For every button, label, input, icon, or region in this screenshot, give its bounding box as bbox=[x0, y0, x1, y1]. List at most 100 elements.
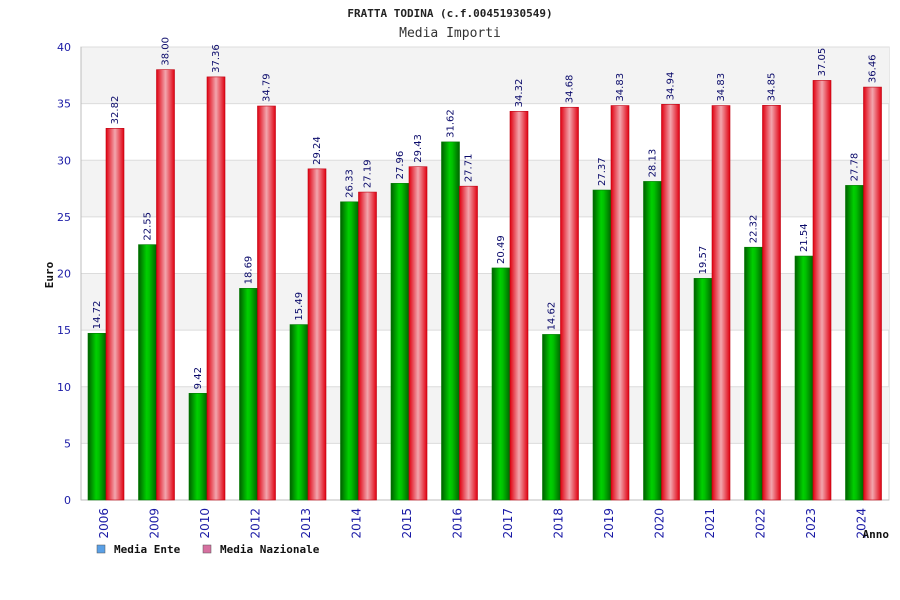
x-tick-label-2019: 2019 bbox=[602, 508, 616, 539]
x-tick-label-2015: 2015 bbox=[400, 508, 414, 539]
value-label-ente-2024: 27.78 bbox=[850, 153, 861, 182]
bar-nazionale-2012 bbox=[257, 105, 276, 501]
value-label-nazionale-2016: 27.71 bbox=[464, 154, 475, 183]
x-tick-label-2018: 2018 bbox=[552, 508, 566, 539]
value-labels: 14.72 32.82 22.55 38.00 9.42 37.36 18.69 34.79 1… bbox=[92, 37, 879, 389]
bar-ente-2023 bbox=[794, 255, 814, 501]
bar-ente-2014 bbox=[340, 201, 359, 501]
bar-nazionale-2019 bbox=[610, 105, 630, 501]
value-label-nazionale-2020: 34.94 bbox=[666, 72, 677, 101]
bar-ente-2010 bbox=[188, 393, 208, 501]
bar-nazionale-2024 bbox=[863, 86, 882, 501]
bar-ente-2020 bbox=[643, 181, 662, 501]
legend-swatch-ente bbox=[96, 544, 106, 554]
bar-ente-2006 bbox=[87, 332, 107, 501]
legend: Media Ente Media Nazionale bbox=[96, 543, 320, 556]
x-tick-label-2006: 2006 bbox=[97, 508, 111, 539]
y-tick-label: 30 bbox=[57, 154, 71, 167]
x-tick-label-2017: 2017 bbox=[501, 508, 515, 539]
bar-nazionale-2015 bbox=[408, 166, 428, 501]
value-label-nazionale-2017: 34.32 bbox=[514, 79, 525, 108]
value-label-ente-2015: 27.96 bbox=[395, 151, 406, 180]
bar-ente-2009 bbox=[138, 244, 157, 501]
y-tick-label: 40 bbox=[57, 41, 71, 54]
bar-ente-2016 bbox=[441, 141, 460, 501]
bar-nazionale-2023 bbox=[812, 80, 832, 501]
x-tick-label-2021: 2021 bbox=[703, 508, 717, 539]
bar-nazionale-2014 bbox=[358, 191, 377, 501]
value-label-nazionale-2009: 38.00 bbox=[161, 37, 172, 66]
value-label-ente-2021: 19.57 bbox=[698, 246, 709, 275]
legend-label-nazionale: Media Nazionale bbox=[220, 543, 320, 556]
y-tick-label: 15 bbox=[57, 324, 71, 337]
bar-nazionale-2016 bbox=[459, 185, 478, 501]
value-label-nazionale-2006: 32.82 bbox=[110, 96, 121, 125]
y-tick-label: 25 bbox=[57, 211, 71, 224]
bar-ente-2013 bbox=[289, 324, 309, 501]
x-tick-label-2016: 2016 bbox=[451, 508, 465, 539]
chart-subtitle: Media Importi bbox=[399, 26, 501, 41]
value-label-ente-2014: 26.33 bbox=[345, 169, 356, 198]
bar-nazionale-2022 bbox=[762, 105, 781, 501]
value-label-ente-2018: 14.62 bbox=[547, 302, 558, 331]
bar-ente-2012 bbox=[239, 288, 258, 501]
value-label-nazionale-2022: 34.85 bbox=[767, 73, 778, 102]
value-label-ente-2009: 22.55 bbox=[143, 212, 154, 241]
bar-ente-2024 bbox=[845, 185, 864, 501]
value-label-ente-2013: 15.49 bbox=[294, 292, 305, 321]
bar-nazionale-2018 bbox=[560, 106, 579, 501]
bar-nazionale-2013 bbox=[307, 168, 327, 501]
x-tick-label-2014: 2014 bbox=[350, 508, 364, 539]
x-axis-title: Anno bbox=[863, 528, 890, 541]
value-label-nazionale-2012: 34.79 bbox=[262, 73, 273, 102]
y-axis-ticks: 0 5 10 15 20 25 30 35 40 bbox=[57, 41, 71, 507]
bar-ente-2022 bbox=[744, 246, 763, 501]
value-label-nazionale-2021: 34.83 bbox=[716, 73, 727, 102]
y-tick-label: 20 bbox=[57, 268, 71, 281]
bar-nazionale-2021 bbox=[711, 105, 731, 501]
value-label-nazionale-2023: 37.05 bbox=[817, 48, 828, 77]
x-tick-label-2010: 2010 bbox=[198, 508, 212, 539]
legend-label-ente: Media Ente bbox=[114, 543, 181, 556]
bar-ente-2021 bbox=[693, 278, 713, 501]
legend-swatch-nazionale bbox=[202, 544, 212, 554]
x-tick-label-2020: 2020 bbox=[653, 508, 667, 539]
y-tick-label: 0 bbox=[64, 494, 71, 507]
bar-ente-2015 bbox=[390, 183, 410, 501]
y-axis-title: Euro bbox=[43, 261, 56, 288]
value-label-ente-2019: 27.37 bbox=[597, 157, 608, 186]
value-label-ente-2010: 9.42 bbox=[193, 367, 204, 389]
value-label-nazionale-2014: 27.19 bbox=[363, 159, 374, 188]
value-label-nazionale-2019: 34.83 bbox=[615, 73, 626, 102]
bar-nazionale-2009 bbox=[156, 69, 175, 501]
value-label-nazionale-2015: 29.43 bbox=[413, 134, 424, 163]
x-tick-label-2012: 2012 bbox=[249, 508, 263, 539]
value-label-ente-2016: 31.62 bbox=[446, 109, 457, 138]
x-tick-label-2023: 2023 bbox=[804, 508, 818, 539]
value-label-ente-2006: 14.72 bbox=[92, 301, 103, 330]
bar-nazionale-2017 bbox=[509, 111, 529, 501]
bars bbox=[87, 69, 882, 501]
bar-ente-2017 bbox=[491, 267, 511, 501]
value-label-nazionale-2024: 36.46 bbox=[868, 54, 879, 83]
bar-nazionale-2020 bbox=[661, 104, 680, 501]
value-label-ente-2017: 20.49 bbox=[496, 235, 507, 264]
x-tick-label-2024: 2024 bbox=[855, 508, 869, 539]
value-label-nazionale-2013: 29.24 bbox=[312, 136, 323, 165]
value-label-ente-2023: 21.54 bbox=[799, 223, 810, 252]
y-tick-label: 10 bbox=[57, 381, 71, 394]
bar-ente-2019 bbox=[592, 189, 612, 501]
value-label-ente-2012: 18.69 bbox=[244, 256, 255, 285]
bar-nazionale-2006 bbox=[105, 128, 125, 501]
x-tick-label-2022: 2022 bbox=[754, 508, 768, 539]
value-label-ente-2020: 28.13 bbox=[648, 149, 659, 178]
x-axis-ticks: 2006 2009 2010 2012 2013 2014 2015 2016 2017 2018… bbox=[97, 508, 869, 539]
chart-title: FRATTA TODINA (c.f.00451930549) bbox=[347, 7, 552, 20]
bar-nazionale-2010 bbox=[206, 76, 226, 501]
value-label-nazionale-2018: 34.68 bbox=[565, 75, 576, 104]
x-tick-label-2009: 2009 bbox=[148, 508, 162, 539]
y-tick-label: 35 bbox=[57, 98, 71, 111]
y-tick-label: 5 bbox=[64, 437, 71, 450]
bar-ente-2018 bbox=[542, 334, 561, 501]
